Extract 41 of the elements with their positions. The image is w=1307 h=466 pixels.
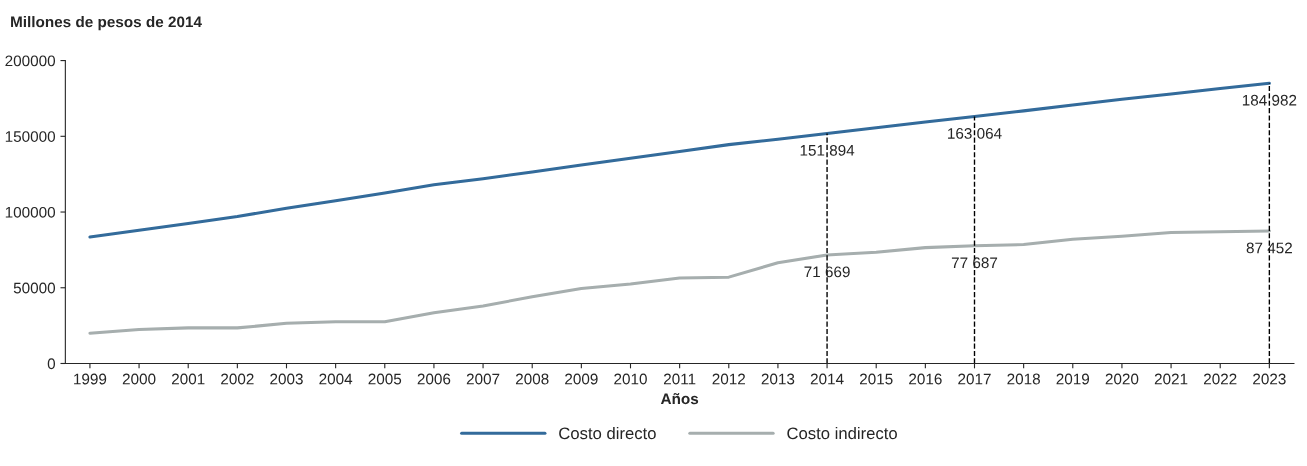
x-tick-label: 2004 xyxy=(319,373,353,385)
y-tick-label: 150000 xyxy=(5,131,56,142)
x-tick-label: 2013 xyxy=(761,373,795,385)
x-tick-label: 2023 xyxy=(1253,373,1286,385)
x-tick-label: 2010 xyxy=(614,373,647,385)
x-tick-label: 2007 xyxy=(466,373,500,385)
x-tick-label: 2008 xyxy=(515,373,549,385)
data-label: 87 452 xyxy=(1246,242,1292,254)
x-tick-label: 2011 xyxy=(663,373,696,385)
x-tick-label: 2020 xyxy=(1105,373,1139,385)
x-tick-label: 2019 xyxy=(1056,373,1090,385)
x-tick-label: 2017 xyxy=(958,373,991,385)
x-tick-label: 2015 xyxy=(859,373,893,385)
x-tick-label: 2005 xyxy=(368,373,402,385)
data-label: 77 687 xyxy=(951,257,998,269)
y-tick-label: 0 xyxy=(47,358,56,370)
y-tick-label: 200000 xyxy=(5,55,56,67)
x-tick-label: 2002 xyxy=(221,373,254,385)
x-tick-label: 2014 xyxy=(810,373,844,385)
x-tick-label: 2012 xyxy=(712,373,746,385)
data-label: 151 894 xyxy=(800,144,855,156)
y-tick-label: 50000 xyxy=(13,282,56,294)
x-tick-label: 2003 xyxy=(270,373,303,385)
data-label: 163 064 xyxy=(948,128,1002,139)
x-tick-label: 2006 xyxy=(417,373,451,385)
line-series xyxy=(88,81,1271,239)
legend-label: Costo indirecto xyxy=(787,426,897,440)
x-tick-label: 2022 xyxy=(1203,373,1237,385)
y-tick-label: 100000 xyxy=(5,206,56,218)
x-tick-label: 1999 xyxy=(74,373,107,385)
x-tick-label: 2000 xyxy=(122,373,156,385)
x-tick-label: 2009 xyxy=(565,373,598,385)
x-tick-label: 2018 xyxy=(1007,373,1040,385)
x-tick-label: 2021 xyxy=(1154,373,1188,385)
x-axis-title: Años xyxy=(660,393,699,405)
x-tick-label: 2001 xyxy=(171,373,205,385)
y-axis-title: Millones de pesos de 2014 xyxy=(11,16,202,31)
legend-label: Costo directo xyxy=(559,426,656,440)
x-tick-label: 2016 xyxy=(909,373,942,385)
data-label: 71 669 xyxy=(804,266,850,278)
data-label: 184 982 xyxy=(1242,94,1297,106)
